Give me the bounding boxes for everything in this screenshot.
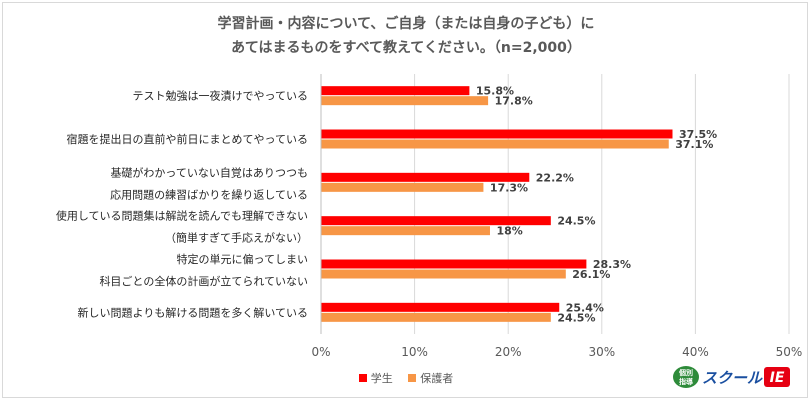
logo-ie-box	[764, 367, 790, 387]
category-label: 特定の単元に偏ってしまい	[177, 252, 308, 266]
legend-swatch-parent	[408, 374, 417, 382]
bar-parent	[321, 226, 490, 236]
logo-wordmark: スクール	[702, 369, 763, 387]
logo-ie-mark: IE	[770, 370, 785, 386]
data-label: 37.5%	[679, 128, 717, 141]
school-ie-logo: 個別 指導 スクール IE	[673, 366, 790, 388]
bar-student	[321, 302, 560, 312]
bar-parent	[321, 269, 566, 279]
data-label: 28.3%	[593, 258, 631, 271]
x-tick-label: 10%	[401, 345, 428, 359]
data-label: 24.5%	[557, 215, 595, 228]
data-label: 37.1%	[675, 138, 713, 151]
data-label: 18%	[496, 225, 522, 238]
legend-label-parent: 保護者	[420, 372, 454, 385]
category-label: 基礎がわかっていない自覚はありつつも	[110, 165, 308, 179]
chart-title-line-1: 学習計画・内容について、ご自身（または自身の子ども）に	[217, 16, 595, 32]
data-label: 24.5%	[557, 311, 595, 324]
bar-parent	[321, 96, 489, 106]
bar-student	[321, 86, 470, 96]
bar-parent	[321, 139, 669, 149]
data-label: 17.3%	[490, 181, 528, 194]
legend-swatch-student	[358, 374, 367, 382]
bar-parent	[321, 182, 484, 192]
bar-student	[321, 129, 673, 139]
logo-badge	[673, 366, 699, 388]
category-label: 応用問題の練習ばかりを繰り返している	[110, 187, 308, 201]
bar-student	[321, 259, 587, 269]
bar-student	[321, 172, 530, 182]
legend-label-student: 学生	[370, 372, 393, 385]
logo-badge-top: 個別	[678, 368, 693, 377]
bar-parent	[321, 312, 551, 322]
data-label: 22.2%	[536, 171, 574, 184]
x-tick-label: 30%	[588, 345, 615, 359]
legend-item-student: 学生	[358, 370, 393, 386]
legend-item-parent: 保護者	[408, 370, 453, 386]
chart-title-line-2: あてはまるものをすべて教えてください。（n=2,000）	[231, 40, 581, 56]
logo-badge-bottom: 指導	[679, 377, 693, 386]
category-label: 新しい問題よりも解ける問題を多く解いている	[78, 305, 308, 319]
x-tick-label: 0%	[311, 345, 330, 359]
bar-student	[321, 216, 551, 226]
x-tick-label: 20%	[495, 345, 522, 359]
x-tick-label: 50%	[776, 345, 803, 359]
data-label: 15.8%	[476, 85, 514, 98]
data-label: 17.8%	[495, 95, 533, 108]
x-tick-label: 40%	[682, 345, 709, 359]
data-label: 26.1%	[572, 268, 610, 281]
category-label: 科目ごとの全体の計画が立てられていない	[99, 274, 308, 288]
data-label: 25.4%	[566, 301, 604, 314]
category-label: 使用している問題集は解説を読んでも理解できない	[56, 209, 308, 223]
legend: 学生 保護者	[0, 370, 812, 386]
category-label: テスト勉強は一夜漬けでやっている	[133, 89, 308, 103]
chart-frame	[2, 2, 808, 398]
category-label: 宿題を提出日の直前や前日にまとめてやっている	[67, 132, 308, 146]
category-label: （簡単すぎて手応えがない）	[165, 231, 308, 245]
